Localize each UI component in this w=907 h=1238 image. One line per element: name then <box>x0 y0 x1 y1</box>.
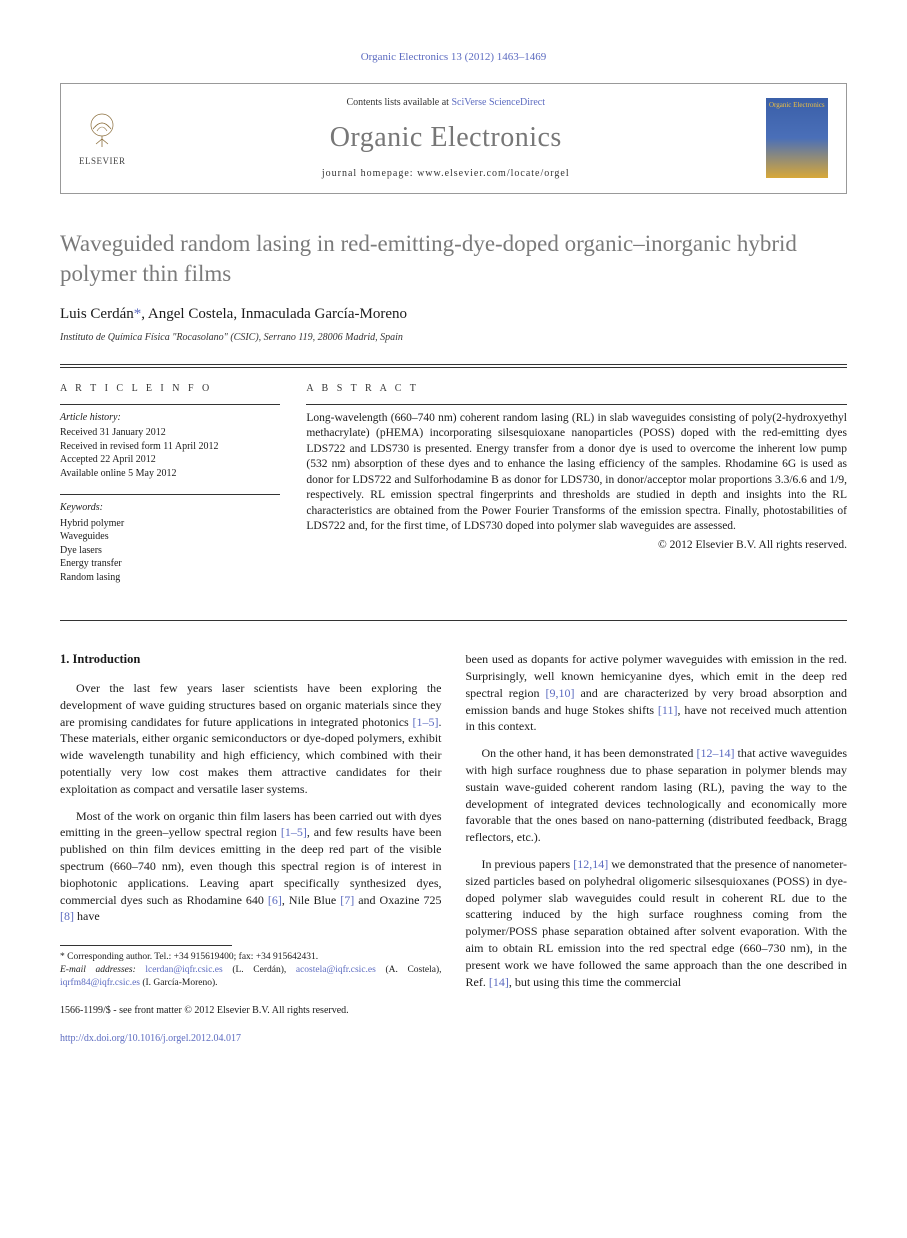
affiliation: Instituto de Química Física "Rocasolano"… <box>60 331 847 345</box>
citation-link[interactable]: [6] <box>268 893 282 907</box>
header-center: Contents lists available at SciVerse Sci… <box>144 96 749 181</box>
paragraph: In previous papers [12,14] we demonstrat… <box>466 856 848 990</box>
paragraph: Most of the work on organic thin film la… <box>60 808 442 926</box>
text: have <box>74 909 100 923</box>
text: In previous papers <box>482 857 574 871</box>
publisher-name: ELSEVIER <box>79 155 126 167</box>
citation-link[interactable]: [7] <box>340 893 354 907</box>
article-info-column: A R T I C L E I N F O Article history: R… <box>60 382 280 598</box>
doi-link[interactable]: http://dx.doi.org/10.1016/j.orgel.2012.0… <box>60 1033 241 1044</box>
journal-cover-thumb: Organic Electronics <box>766 98 828 178</box>
history-header: Article history: <box>60 411 280 425</box>
email-label: E-mail addresses: <box>60 965 145 975</box>
keywords-block: Keywords: Hybrid polymer Waveguides Dye … <box>60 494 280 584</box>
citation-link[interactable]: [1–5] <box>281 825 307 839</box>
journal-name: Organic Electronics <box>144 119 749 157</box>
footnote-separator <box>60 945 232 946</box>
divider <box>60 367 847 368</box>
left-column: 1. Introduction Over the last few years … <box>60 651 442 1045</box>
author-1: Luis Cerdán <box>60 306 134 322</box>
cover-title: Organic Electronics <box>769 101 825 110</box>
keyword: Random lasing <box>60 571 280 585</box>
section-heading: 1. Introduction <box>60 651 442 668</box>
publisher-logo: ELSEVIER <box>79 109 126 167</box>
citation-link[interactable]: [12,14] <box>573 857 608 871</box>
article-title: Waveguided random lasing in red-emitting… <box>60 229 847 289</box>
history-line: Accepted 22 April 2012 <box>60 453 280 467</box>
elsevier-tree-icon <box>81 109 123 151</box>
abstract-column: A B S T R A C T Long-wavelength (660–740… <box>306 382 847 598</box>
email-name: (L. Cerdán), <box>223 965 296 975</box>
body-divider <box>60 620 847 621</box>
citation-link[interactable]: [9,10] <box>545 686 574 700</box>
authors-line: Luis Cerdán*, Angel Costela, Inmaculada … <box>60 304 847 324</box>
email-name: (I. García-Moreno). <box>140 978 218 988</box>
email-name: (A. Costela), <box>376 965 442 975</box>
doi-line: http://dx.doi.org/10.1016/j.orgel.2012.0… <box>60 1032 442 1046</box>
info-abstract-row: A R T I C L E I N F O Article history: R… <box>60 382 847 598</box>
keywords-header: Keywords: <box>60 501 280 515</box>
history-line: Available online 5 May 2012 <box>60 467 280 481</box>
corresponding-footnote: * Corresponding author. Tel.: +34 915619… <box>60 951 442 964</box>
homepage-prefix: journal homepage: <box>322 168 417 179</box>
author-2-3: Angel Costela, Inmaculada García-Moreno <box>148 306 407 322</box>
abstract-label: A B S T R A C T <box>306 382 847 396</box>
citation-link[interactable]: [8] <box>60 909 74 923</box>
contents-line: Contents lists available at SciVerse Sci… <box>144 96 749 110</box>
front-matter-line: 1566-1199/$ - see front matter © 2012 El… <box>60 1004 442 1018</box>
text: On the other hand, it has been demonstra… <box>482 746 697 760</box>
homepage-line: journal homepage: www.elsevier.com/locat… <box>144 167 749 181</box>
citation-link[interactable]: [11] <box>658 703 678 717</box>
abstract-text: Long-wavelength (660–740 nm) coherent ra… <box>306 404 847 535</box>
history-block: Article history: Received 31 January 201… <box>60 404 280 481</box>
email-link[interactable]: iqrfm84@iqfr.csic.es <box>60 978 140 988</box>
divider <box>60 364 847 365</box>
citation-link[interactable]: [12–14] <box>696 746 734 760</box>
email-link[interactable]: acostela@iqfr.csic.es <box>296 965 376 975</box>
text: that active waveguides with high surface… <box>466 746 848 844</box>
right-column: been used as dopants for active polymer … <box>466 651 848 1045</box>
paragraph: Over the last few years laser scientists… <box>60 680 442 798</box>
journal-header: ELSEVIER Contents lists available at Sci… <box>60 83 847 194</box>
article-info-label: A R T I C L E I N F O <box>60 382 280 396</box>
top-citation: Organic Electronics 13 (2012) 1463–1469 <box>60 50 847 65</box>
text: we demonstrated that the presence of nan… <box>466 857 848 989</box>
paragraph: been used as dopants for active polymer … <box>466 651 848 735</box>
email-footnote: E-mail addresses: lcerdan@iqfr.csic.es (… <box>60 964 442 990</box>
contents-prefix: Contents lists available at <box>346 97 451 108</box>
keyword: Hybrid polymer <box>60 517 280 531</box>
keyword: Waveguides <box>60 530 280 544</box>
abstract-copyright: © 2012 Elsevier B.V. All rights reserved… <box>306 538 847 554</box>
text: and Oxazine 725 <box>354 893 441 907</box>
history-line: Received in revised form 11 April 2012 <box>60 440 280 454</box>
homepage-url[interactable]: www.elsevier.com/locate/orgel <box>417 168 570 179</box>
citation-link[interactable]: [1–5] <box>413 715 439 729</box>
text: Over the last few years laser scientists… <box>60 681 442 729</box>
text: , but using this time the commercial <box>509 975 681 989</box>
author-sep: , <box>141 306 148 322</box>
history-line: Received 31 January 2012 <box>60 426 280 440</box>
body-columns: 1. Introduction Over the last few years … <box>60 651 847 1045</box>
text: , Nile Blue <box>282 893 340 907</box>
citation-link[interactable]: [14] <box>489 975 509 989</box>
paragraph: On the other hand, it has been demonstra… <box>466 745 848 846</box>
sciencedirect-link[interactable]: SciVerse ScienceDirect <box>451 97 545 108</box>
keyword: Energy transfer <box>60 557 280 571</box>
email-link[interactable]: lcerdan@iqfr.csic.es <box>145 965 222 975</box>
keyword: Dye lasers <box>60 544 280 558</box>
